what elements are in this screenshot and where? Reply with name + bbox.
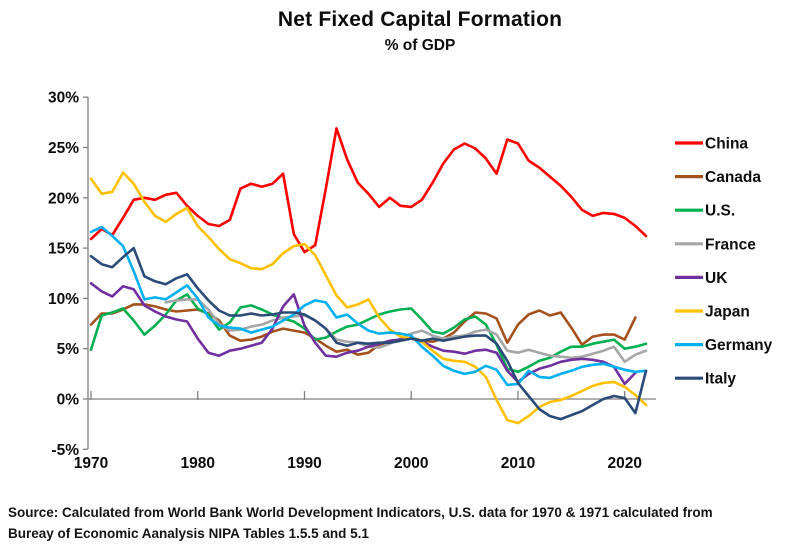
- legend-item-france: France: [705, 236, 756, 253]
- legend-item-us: U.S.: [705, 203, 735, 220]
- source-line-1: Source: Calculated from World Bank World…: [8, 505, 713, 520]
- y-axis-label: 20%: [48, 190, 79, 207]
- series-line-italy: [89, 246, 648, 421]
- chart-subtitle: % of GDP: [384, 37, 456, 54]
- series-line-france: [164, 298, 648, 364]
- legend-item-japan: Japan: [705, 304, 750, 321]
- y-axis-label: -5%: [51, 442, 79, 459]
- x-axis-label: 2020: [607, 455, 641, 472]
- legend-item-germany: Germany: [705, 337, 773, 354]
- y-axis-label: 25%: [48, 140, 79, 157]
- legend-item-uk: UK: [705, 270, 728, 287]
- legend-item-china: China: [705, 136, 748, 153]
- series-line-germany: [89, 225, 648, 387]
- y-axis-label: 0%: [57, 392, 80, 409]
- series-line-china: [89, 127, 648, 254]
- line-chart: 30% 25% 20% 15% 10% 5% 0% -5%1970 1980 1990 2000 20…: [48, 90, 773, 472]
- y-axis-label: 30%: [48, 90, 79, 107]
- source-note: Source: Calculated from World Bank World…: [8, 503, 788, 545]
- series-line-canada: [89, 303, 637, 357]
- x-axis-label: 2010: [501, 455, 535, 472]
- chart-title: Net Fixed Capital Formation: [277, 8, 563, 31]
- series-line-uk: [89, 281, 637, 386]
- x-axis-label: 1990: [287, 455, 321, 472]
- y-axis-label: 5%: [57, 341, 80, 358]
- legend-item-italy: Italy: [705, 371, 736, 388]
- y-axis-label: 15%: [48, 241, 79, 258]
- x-axis-label: 1980: [180, 455, 214, 472]
- legend-item-canada: Canada: [705, 169, 761, 186]
- source-line-2: Bureay of Economic Aanalysis NIPA Tables…: [8, 525, 369, 541]
- x-axis-label: 1970: [74, 455, 108, 472]
- x-axis-label: 2000: [394, 455, 428, 472]
- y-axis-label: 10%: [48, 291, 79, 308]
- series-line-japan: [89, 171, 648, 425]
